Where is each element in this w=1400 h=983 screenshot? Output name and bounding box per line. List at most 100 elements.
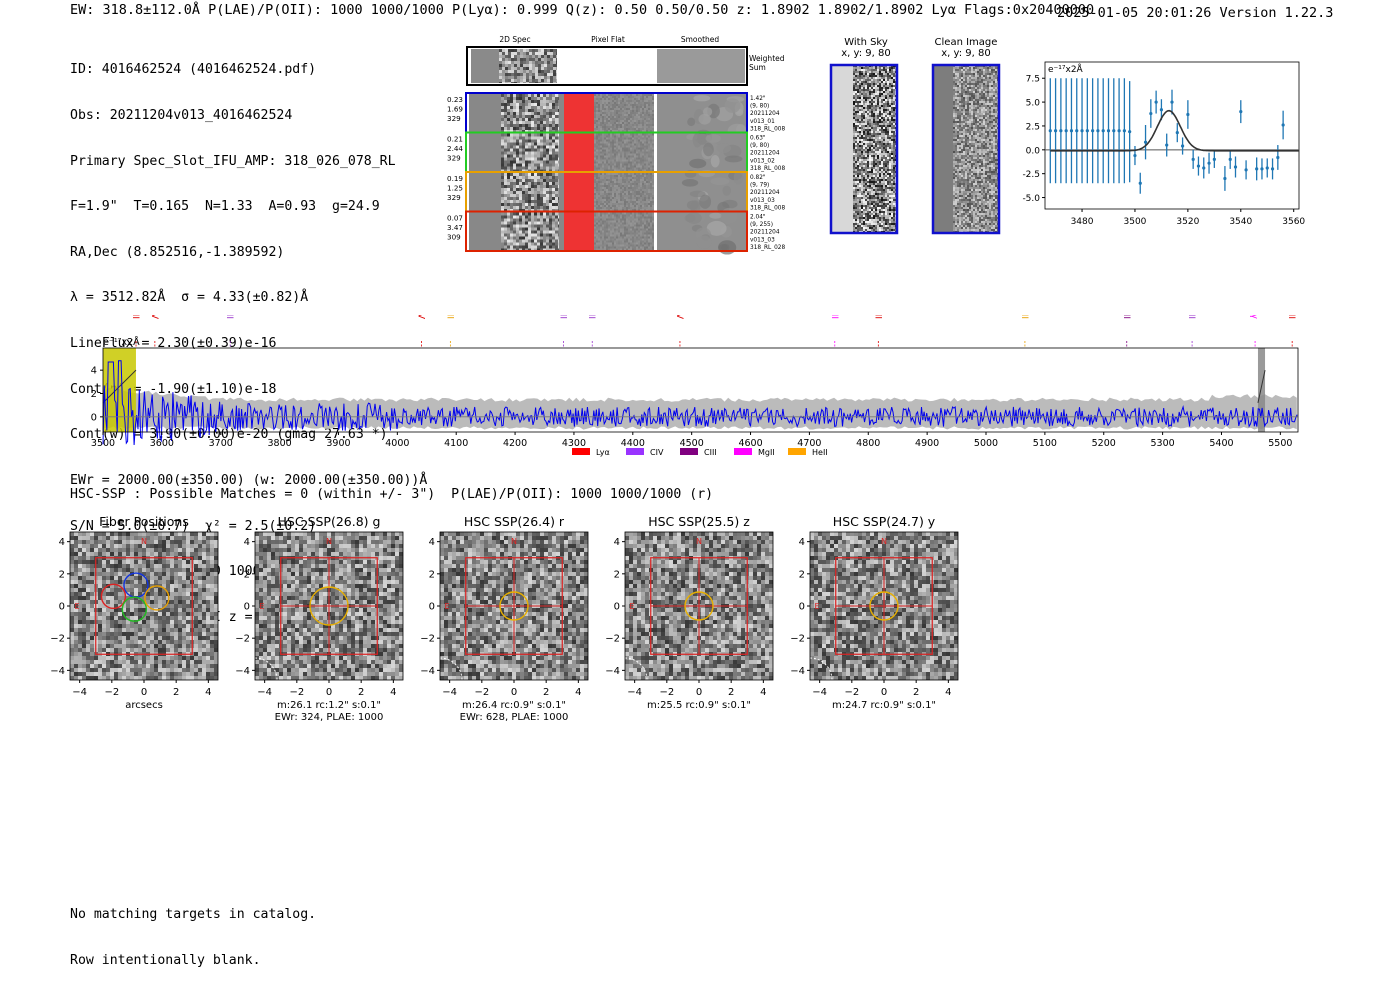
spectral-line-marker: HeII <box>872 315 882 347</box>
hsc-xtick-label: 4 <box>575 687 581 698</box>
hsc-east-label: E <box>629 602 634 611</box>
hsc-xtick-label: −2 <box>474 687 489 698</box>
fiber-left-label: 329 <box>447 154 461 163</box>
sky-images <box>828 62 1006 238</box>
fiber-left-label: 329 <box>447 114 461 123</box>
hsc-ytick-label: 0 <box>59 602 65 613</box>
fit-xtick-label: 3540 <box>1229 217 1252 227</box>
fit-ytick-label: 0.0 <box>1026 146 1041 156</box>
info-ewr: EWr = 2000.00(±350.00) (w: 2000.00(±350.… <box>70 473 427 488</box>
weighted-sum-row <box>467 47 747 85</box>
spectral-line-marker: CIII <box>586 315 596 347</box>
weighted-sum-2d <box>499 49 557 83</box>
fiber-left-label: 2.44 <box>447 144 463 153</box>
legend-swatch <box>680 448 698 455</box>
spectrum-xtick-label: 3700 <box>209 438 233 449</box>
info-id: ID: 4016462524 (4016462524.pdf) <box>70 62 427 77</box>
spectral-line-marker: NV <box>149 315 159 347</box>
fiber-pixel-flat <box>594 173 654 211</box>
fit-ytick-label: -2.5 <box>1022 170 1040 180</box>
spectral-line-label: MgII <box>1121 315 1131 319</box>
hsc-panel-caption: m:25.5 rc:0.9" s:0.1" <box>647 700 751 711</box>
fiber-bg <box>469 173 501 211</box>
spectral-line-label: SiIV <box>416 315 426 320</box>
hsc-ytick-label: −2 <box>50 634 65 645</box>
legend-swatch <box>734 448 752 455</box>
clean-image-title: Clean Image <box>927 37 1005 48</box>
hsc-xtick-label: −4 <box>72 687 87 698</box>
weighted-sum-label-1: Weighted <box>749 54 785 63</box>
footer-line-1: No matching targets in catalog. <box>70 907 316 922</box>
hsc-ytick-label: 4 <box>614 537 620 548</box>
fit-xtick-label: 3560 <box>1282 217 1305 227</box>
hsc-ytick-label: 4 <box>799 537 805 548</box>
fiber-left-label: 0.21 <box>447 135 463 144</box>
with-sky-noise <box>853 65 897 233</box>
spectrum-xtick-label: 5300 <box>1151 438 1175 449</box>
fit-ytick-label: 7.5 <box>1026 75 1040 85</box>
fiber-right-label: 20211204 <box>750 190 780 196</box>
fiber-2d-spec <box>501 173 559 211</box>
hsc-xtick-label: −4 <box>627 687 642 698</box>
hsc-xtick-label: 0 <box>141 687 147 698</box>
hsc-ytick-label: −4 <box>790 666 805 677</box>
fit-ytick-label: 5.0 <box>1026 99 1041 109</box>
col-label-2dspec: 2D Spec <box>499 35 530 44</box>
spectrum-xtick-label: 4100 <box>444 438 468 449</box>
hsc-ytick-label: 2 <box>429 569 435 580</box>
fiber-left-label: 1.69 <box>447 105 463 114</box>
hsc-xtick-label: −2 <box>289 687 304 698</box>
spectral-line-marker: CIV <box>674 315 684 347</box>
weighted-sum-label-2: Sum <box>749 63 766 72</box>
spectral-line-marker: MgII <box>1121 315 1131 347</box>
hsc-panel-image <box>70 532 218 680</box>
spectral-line-label: Hγ <box>1249 315 1259 320</box>
fiber-right-label: 20211204 <box>750 151 780 157</box>
hsc-ytick-label: −2 <box>790 634 805 645</box>
hsc-panel-caption: m:26.4 rc:0.9" s:0.1" <box>462 700 566 711</box>
hsc-north-label: N <box>881 537 887 546</box>
fiber-left-label: 1.25 <box>447 184 463 193</box>
spectrum-xtick-label: 5200 <box>1092 438 1116 449</box>
fiber-right-label: v013_03 <box>750 198 775 204</box>
hsc-ytick-label: −2 <box>235 634 250 645</box>
fiber-right-label: 2.04" <box>750 215 766 221</box>
clean-image-noise <box>953 65 999 233</box>
fiber-smoothed <box>657 170 746 215</box>
hsc-east-label: E <box>74 602 79 611</box>
hsc-ytick-label: 0 <box>799 602 805 613</box>
spectrum-xtick-label: 5500 <box>1268 438 1292 449</box>
with-sky-image <box>831 65 897 233</box>
hsc-xtick-label: 0 <box>511 687 517 698</box>
fit-xtick-label: 3500 <box>1124 217 1147 227</box>
hsc-east-label: E <box>259 602 264 611</box>
fiber-right-label: v013_03 <box>750 237 775 243</box>
legend-entry: Lyα <box>572 448 610 457</box>
fiber-right-label: v013_01 <box>750 119 775 125</box>
legend-swatch <box>572 448 590 455</box>
hsc-xtick-label: 2 <box>728 687 734 698</box>
fiber-cutouts: 2D Spec Pixel Flat Smoothed Weighted Sum… <box>440 30 800 258</box>
spectrum-xtick-label: 4300 <box>562 438 586 449</box>
with-sky-title: With Sky <box>831 37 901 48</box>
spectral-line-marker: SiIV <box>416 315 426 347</box>
spectral-line-marker: CII <box>1019 315 1029 347</box>
fiber-right-label: 0.63" <box>750 136 766 142</box>
spectral-line-label: HeII <box>872 315 882 319</box>
hsc-ytick-label: 0 <box>429 602 435 613</box>
hsc-xtick-label: 2 <box>913 687 919 698</box>
spectral-line-marker: CII <box>557 315 567 347</box>
hsc-xtick-label: −2 <box>659 687 674 698</box>
info-primary: Primary Spec_Slot_IFU_AMP: 318_026_078_R… <box>70 154 427 169</box>
hsc-panel-title: HSC SSP(24.7) y <box>833 514 936 529</box>
spectral-line-label: CIV <box>674 315 684 320</box>
hsc-panel-title: Fiber Positions <box>99 514 189 529</box>
hsc-panel-caption: arcsecs <box>125 700 163 711</box>
fiber-right-label: 20211204 <box>750 230 780 236</box>
hsc-xtick-label: −2 <box>844 687 859 698</box>
